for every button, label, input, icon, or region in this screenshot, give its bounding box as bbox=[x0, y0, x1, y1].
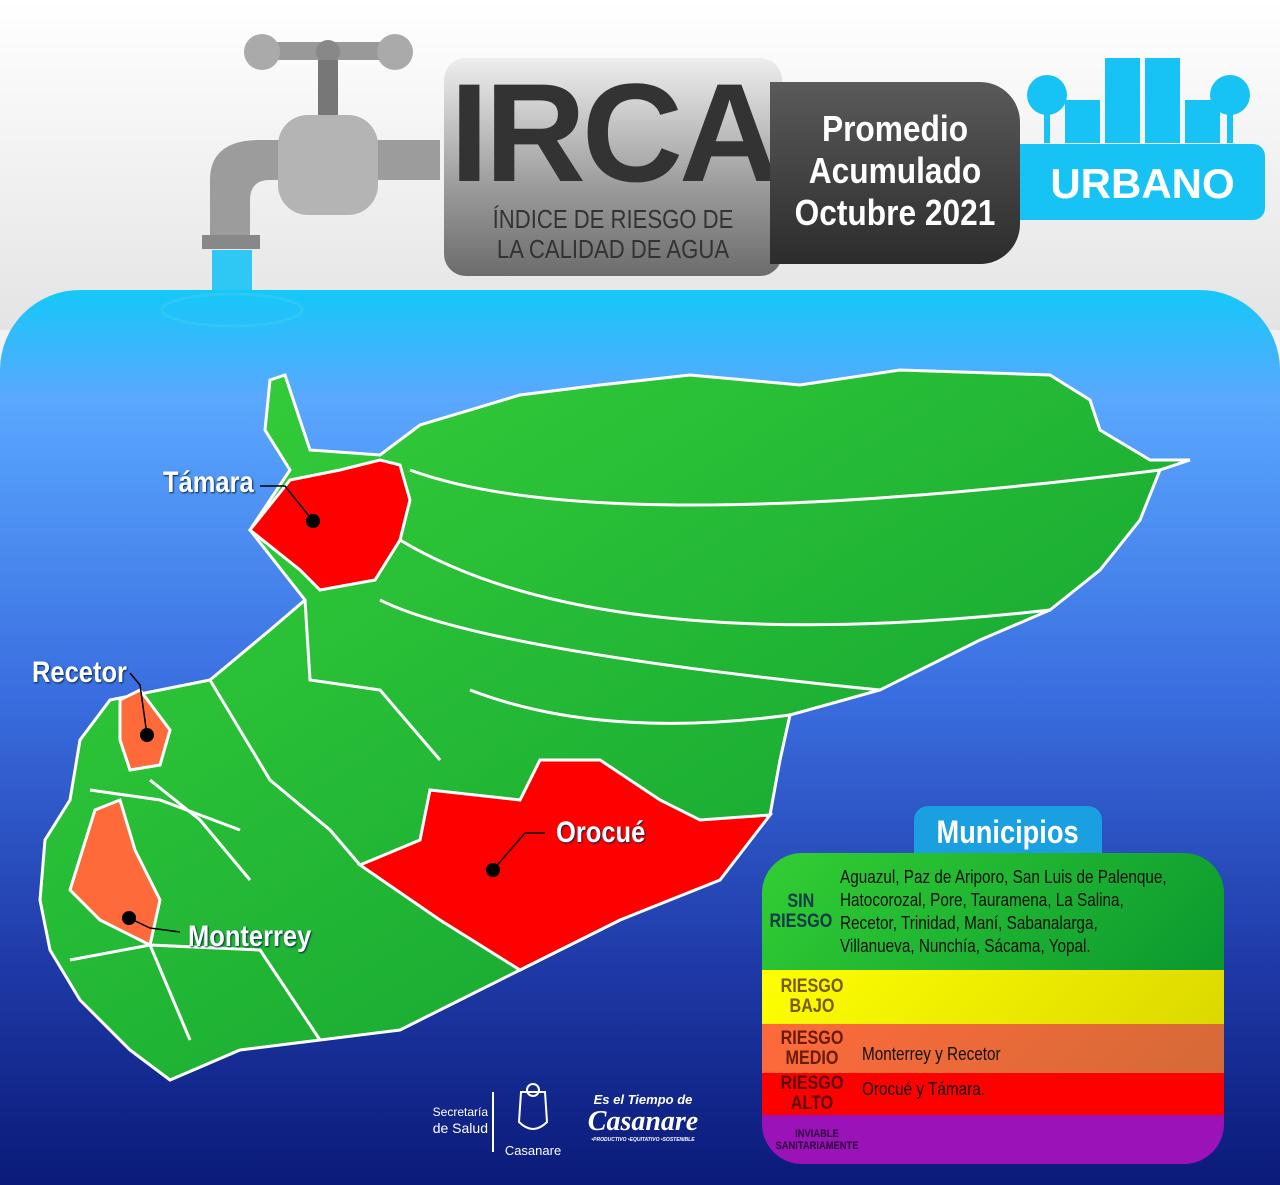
legend-description: Aguazul, Paz de Ariporo, San Luis de Pal… bbox=[840, 866, 1167, 958]
legend-category: SANITARIAMENTE bbox=[775, 1139, 859, 1152]
coat-of-arms-icon bbox=[517, 1083, 549, 1130]
legend-category: RIESGO bbox=[769, 910, 833, 932]
water-faucet-icon bbox=[160, 34, 440, 328]
irca-subtitle-2: LA CALIDAD DE AGUA bbox=[496, 234, 730, 264]
legend-row-inviable: INVIABLE SANITARIAMENTE bbox=[762, 1115, 1224, 1164]
secretaria-salud-logo: Secretaría de Salud bbox=[420, 1104, 488, 1137]
legend-category-block: INVIABLE SANITARIAMENTE bbox=[770, 1128, 864, 1152]
legend-municipalities: Aguazul, Paz de Ariporo, San Luis de Pal… bbox=[839, 866, 1167, 887]
legend-municipalities: Villanueva, Nunchía, Sácama, Yopal. bbox=[839, 935, 1091, 956]
legend-municipalities: Hatocorozal, Pore, Tauramena, La Salina, bbox=[839, 889, 1124, 910]
legend-row-sin-riesgo: SIN RIESGO Aguazul, Paz de Ariporo, San L… bbox=[762, 853, 1224, 970]
secretaria-text: Secretaría bbox=[432, 1105, 488, 1119]
legend-municipalities: Monterrey y Recetor bbox=[862, 1044, 1001, 1064]
irca-title-panel: IRCA ÍNDICE DE RIESGO DE LA CALIDAD DE A… bbox=[444, 58, 782, 276]
tamara-marker bbox=[306, 514, 320, 528]
legend-title-text: Municipios bbox=[936, 814, 1080, 850]
secretaria-text: de Salud bbox=[432, 1120, 488, 1136]
legend-category-block: SIN RIESGO bbox=[768, 890, 834, 932]
legend-title: Municipios bbox=[914, 806, 1102, 858]
legend-category: RIESGO bbox=[780, 1027, 844, 1049]
legend: SIN RIESGO Aguazul, Paz de Ariporo, San L… bbox=[762, 853, 1224, 1164]
legend-municipalities: Orocué y Támara. bbox=[862, 1078, 986, 1099]
legend-category: BAJO bbox=[789, 996, 835, 1017]
irca-subtitle-1: ÍNDICE DE RIESGO DE bbox=[492, 204, 734, 234]
label-monterrey: Monterrey bbox=[188, 920, 312, 953]
legend-row-riesgo-alto: RIESGO ALTO Orocué y Támara. bbox=[762, 1073, 1224, 1115]
label-orocue: Orocué bbox=[556, 816, 646, 849]
municipality-orocue bbox=[356, 758, 774, 972]
legend-category: MEDIO bbox=[785, 1047, 839, 1069]
legend-row-riesgo-bajo: RIESGO BAJO bbox=[762, 970, 1224, 1024]
label-tamara: Támara bbox=[163, 466, 254, 499]
label-recetor: Recetor bbox=[32, 656, 127, 689]
legend-category: SIN bbox=[787, 890, 815, 912]
slogan-sub: •PRODUCTIVO •EQUITATIVO •SOSTENIBLE bbox=[591, 1137, 695, 1143]
legend-category: RIESGO bbox=[780, 1073, 844, 1094]
legend-category-block: RIESGO ALTO bbox=[770, 1074, 855, 1114]
irca-title: IRCA bbox=[449, 58, 780, 211]
gobernacion-text: Casanare bbox=[504, 1143, 562, 1158]
recetor-marker bbox=[140, 728, 154, 742]
orocue-marker bbox=[486, 863, 500, 877]
divider bbox=[492, 1092, 494, 1152]
legend-category: RIESGO bbox=[780, 976, 844, 997]
legend-category: ALTO bbox=[790, 1093, 834, 1114]
slogan-main: Casanare bbox=[587, 1106, 699, 1137]
municipality-monterrey bbox=[68, 797, 162, 948]
period-panel: Promedio Acumulado Octubre 2021 bbox=[770, 82, 1020, 264]
slogan-logo: Es el Tiempo de Casanare •PRODUCTIVO •EQ… bbox=[568, 1092, 718, 1144]
legend-row-riesgo-medio: RIESGO MEDIO Monterrey y Recetor bbox=[762, 1024, 1224, 1073]
monterrey-marker bbox=[122, 911, 136, 925]
period-line-3: Octubre 2021 bbox=[794, 192, 996, 233]
legend-category-block: RIESGO BAJO bbox=[770, 977, 855, 1017]
legend-municipalities: Recetor, Trinidad, Maní, Sabanalarga, bbox=[839, 912, 1098, 933]
period-line-2: Acumulado bbox=[808, 150, 982, 191]
zone-badge: URBANO bbox=[1020, 144, 1265, 220]
period-line-1: Promedio bbox=[821, 108, 969, 149]
legend-category: INVIABLE bbox=[795, 1127, 839, 1140]
city-buildings-icon bbox=[1027, 58, 1250, 143]
slogan-top: Es el Tiempo de bbox=[593, 1092, 693, 1107]
legend-category-block: RIESGO MEDIO bbox=[770, 1027, 855, 1069]
gobernacion-casanare-logo: Casanare bbox=[502, 1082, 564, 1158]
